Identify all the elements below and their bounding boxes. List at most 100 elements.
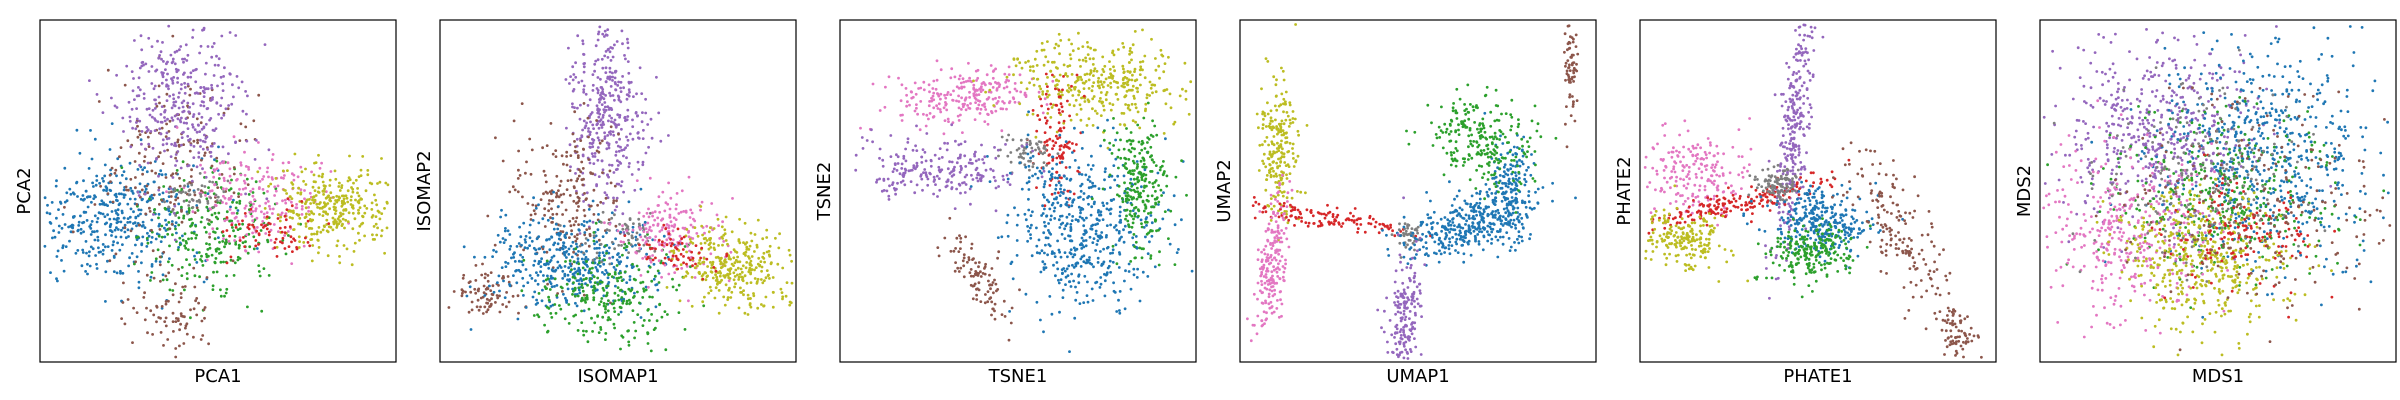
scatter-point bbox=[1187, 112, 1191, 116]
scatter-point bbox=[625, 97, 629, 101]
scatter-point bbox=[1053, 217, 1057, 220]
scatter-point bbox=[218, 161, 222, 165]
scatter-point bbox=[1043, 97, 1047, 101]
scatter-point bbox=[160, 120, 164, 124]
scatter-point bbox=[1081, 45, 1085, 48]
scatter-point bbox=[552, 243, 555, 247]
scatter-point bbox=[1048, 137, 1052, 141]
scatter-point bbox=[600, 280, 604, 284]
scatter-point bbox=[919, 86, 923, 90]
scatter-point bbox=[336, 239, 340, 243]
scatter-point bbox=[1044, 72, 1048, 76]
scatter-point bbox=[210, 164, 214, 168]
scatter-point bbox=[984, 90, 987, 94]
scatter-point bbox=[625, 302, 629, 306]
scatter-point bbox=[617, 80, 620, 84]
scatter-point bbox=[1032, 69, 1035, 73]
scatter-point bbox=[183, 86, 187, 89]
scatter-point bbox=[384, 181, 388, 185]
scatter-point bbox=[129, 186, 133, 190]
scatter-point bbox=[169, 195, 173, 198]
scatter-point bbox=[573, 140, 576, 143]
scatter-point bbox=[238, 139, 242, 143]
scatter-point bbox=[718, 281, 722, 285]
scatter-point bbox=[176, 81, 180, 84]
scatter-point bbox=[577, 223, 580, 227]
scatter-point bbox=[156, 120, 160, 124]
scatter-point bbox=[279, 213, 283, 217]
scatter-point bbox=[575, 179, 579, 183]
scatter-point bbox=[202, 308, 206, 311]
scatter-point bbox=[744, 266, 748, 270]
scatter-point bbox=[906, 100, 909, 104]
scatter-point bbox=[657, 195, 661, 199]
scatter-point bbox=[569, 244, 573, 248]
scatter-point bbox=[90, 157, 94, 161]
scatter-point bbox=[568, 259, 572, 263]
scatter-point bbox=[96, 239, 100, 242]
scatter-point bbox=[537, 203, 540, 207]
scatter-point bbox=[526, 281, 530, 284]
scatter-point bbox=[516, 190, 520, 194]
scatter-point bbox=[732, 264, 735, 267]
scatter-point bbox=[617, 98, 621, 101]
scatter-point bbox=[1130, 102, 1134, 106]
scatter-point bbox=[1040, 171, 1043, 175]
scatter-point bbox=[664, 201, 668, 205]
scatter-point bbox=[150, 218, 154, 222]
scatter-point bbox=[109, 180, 112, 184]
scatter-point bbox=[210, 55, 214, 59]
scatter-point bbox=[1037, 238, 1041, 242]
scatter-point bbox=[149, 130, 153, 133]
scatter-point bbox=[99, 184, 102, 188]
scatter-point bbox=[1031, 165, 1035, 169]
scatter-point bbox=[1057, 44, 1060, 48]
scatter-point bbox=[723, 303, 727, 307]
scatter-point bbox=[1081, 81, 1085, 85]
scatter-point bbox=[143, 291, 147, 295]
scatter-point bbox=[232, 198, 235, 202]
scatter-point bbox=[138, 119, 142, 123]
scatter-point bbox=[571, 293, 574, 296]
scatter-point bbox=[161, 162, 165, 166]
scatter-point bbox=[565, 301, 568, 304]
scatter-point bbox=[335, 226, 339, 229]
scatter-point bbox=[957, 100, 961, 103]
scatter-point bbox=[619, 275, 623, 279]
scatter-point bbox=[955, 99, 958, 103]
scatter-point bbox=[632, 296, 635, 299]
scatter-point bbox=[652, 262, 656, 266]
scatter-point bbox=[1019, 138, 1023, 142]
scatter-point bbox=[669, 220, 673, 224]
scatter-point bbox=[541, 288, 544, 292]
scatter-point bbox=[184, 117, 188, 120]
scatter-point bbox=[716, 217, 720, 221]
scatter-point bbox=[106, 68, 110, 72]
scatter-point bbox=[201, 147, 205, 151]
scatter-point bbox=[314, 194, 318, 197]
scatter-point bbox=[765, 228, 769, 232]
scatter-point bbox=[195, 261, 199, 264]
scatter-point bbox=[1029, 159, 1032, 163]
scatter-point bbox=[241, 222, 245, 226]
scatter-point bbox=[135, 224, 138, 228]
scatter-point bbox=[325, 218, 329, 222]
scatter-point bbox=[889, 155, 893, 159]
scatter-point bbox=[133, 160, 137, 163]
scatter-point bbox=[627, 241, 631, 245]
scatter-point bbox=[194, 299, 198, 303]
scatter-point bbox=[143, 318, 147, 322]
scatter-point bbox=[583, 62, 586, 65]
scatter-point bbox=[626, 108, 630, 112]
scatter-point bbox=[253, 158, 257, 161]
scatter-point bbox=[557, 195, 561, 199]
scatter-point bbox=[91, 181, 94, 185]
scatter-point bbox=[981, 103, 984, 107]
scatter-point bbox=[173, 62, 177, 66]
scatter-point bbox=[468, 280, 472, 283]
scatter-point bbox=[969, 202, 972, 206]
scatter-point bbox=[1009, 160, 1013, 164]
scatter-point bbox=[210, 220, 213, 224]
scatter-point bbox=[101, 248, 105, 252]
scatter-point bbox=[236, 219, 240, 223]
